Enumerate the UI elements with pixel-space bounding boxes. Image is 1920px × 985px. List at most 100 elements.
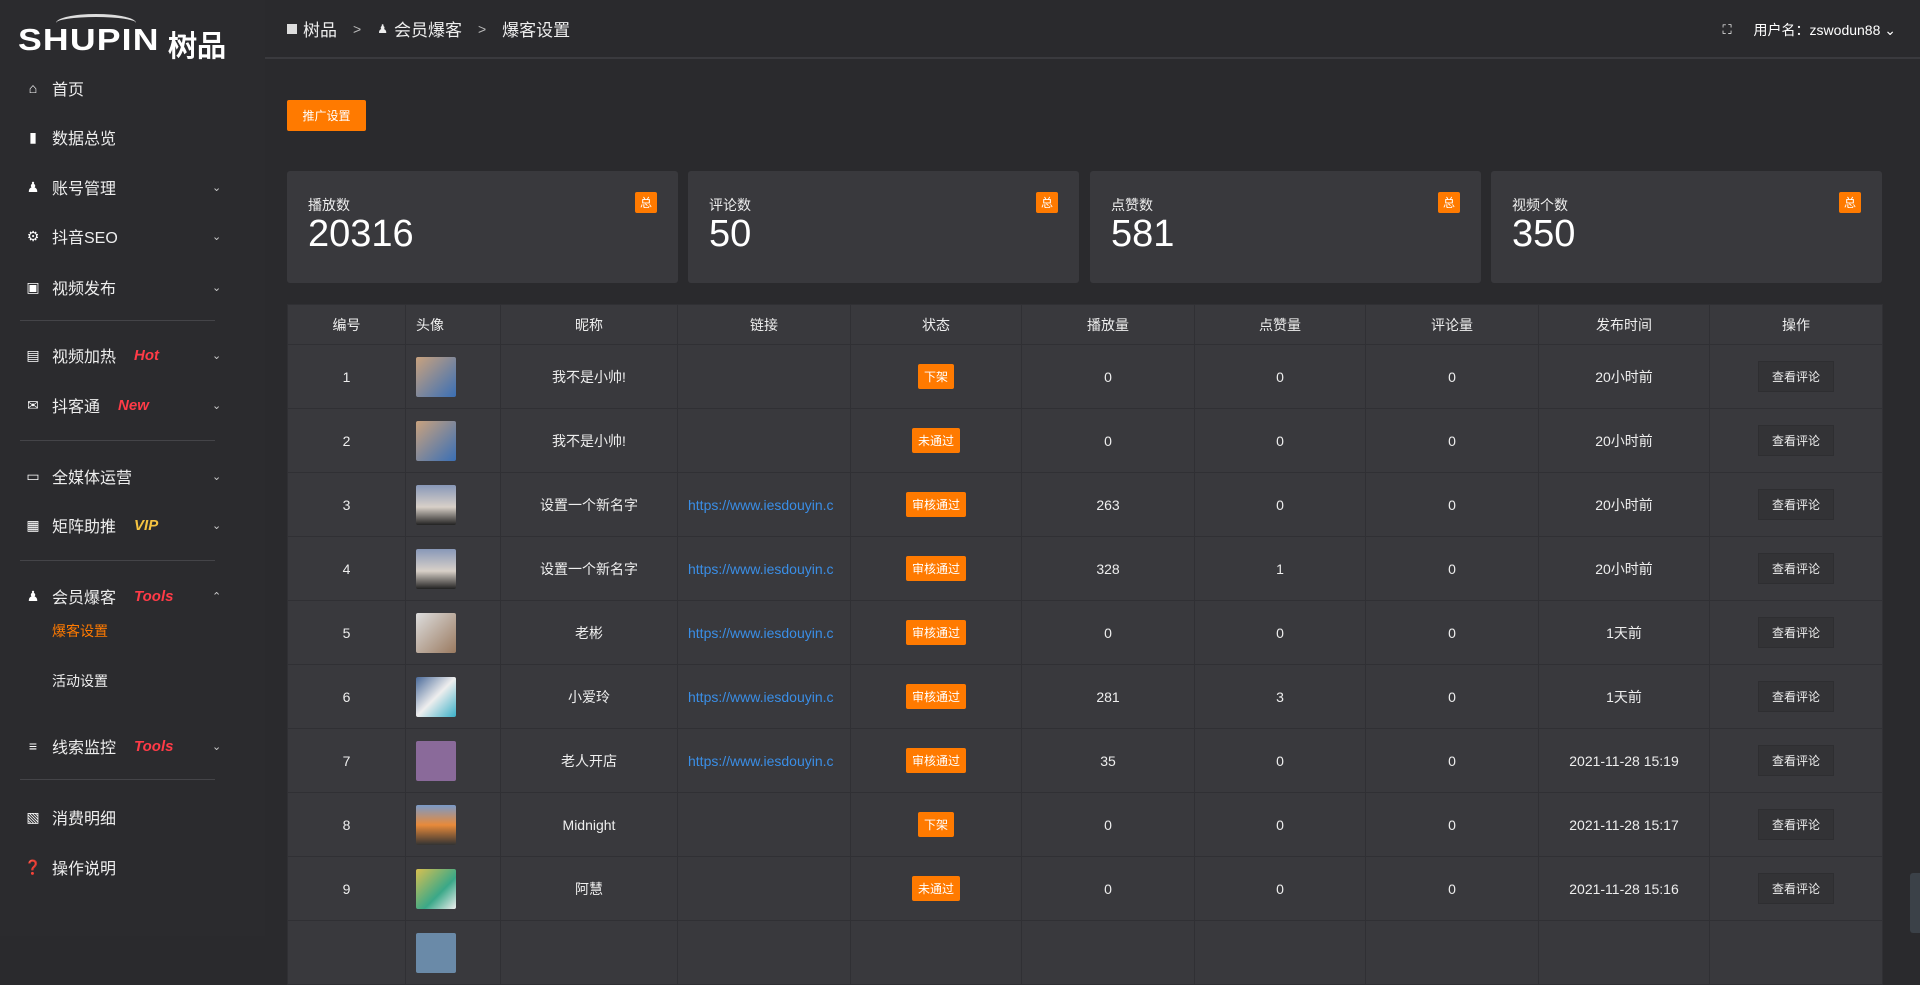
likes: 0	[1194, 344, 1366, 409]
user-icon: ♟	[26, 178, 40, 195]
row-id: 4	[287, 536, 406, 601]
avatar	[416, 484, 456, 525]
view-comments-button[interactable]: 查看评论	[1757, 745, 1834, 776]
table-row: 6 小爱玲 https://www.iesdouyin.c 审核通过 281 3…	[287, 664, 1883, 729]
sidebar-item-label: 视频加热	[52, 349, 117, 366]
video-link[interactable]: https://www.iesdouyin.c	[688, 496, 834, 513]
stat-label: 视频个数	[1512, 197, 1568, 213]
avatar	[416, 356, 456, 397]
view-comments-button[interactable]: 查看评论	[1757, 361, 1834, 392]
sidebar-item-tag: VIP	[134, 516, 159, 534]
comments: 0	[1365, 344, 1539, 409]
sidebar-item-label: 账号管理	[52, 181, 117, 198]
user-menu[interactable]: 用户名：zswodun88 ⌄	[1754, 20, 1896, 40]
view-comments-button[interactable]: 查看评论	[1757, 681, 1834, 712]
status-badge: 未通过	[911, 876, 960, 901]
chevron-down-icon: ⌄	[212, 740, 222, 753]
view-comments-button[interactable]: 查看评论	[1757, 617, 1834, 648]
sidebar-item-4[interactable]: ▣ 视频发布 ⌄	[0, 267, 265, 307]
sidebar-item-tag: Tools	[134, 737, 174, 755]
sidebar-item-5[interactable]: ▤ 视频加热 Hot ⌄	[0, 335, 265, 375]
stat-label: 播放数	[308, 197, 350, 213]
separator-icon: >	[477, 20, 487, 37]
view-comments-button[interactable]: 查看评论	[1757, 489, 1834, 520]
op-cell: 查看评论	[1709, 408, 1883, 473]
view-comments-button[interactable]: 查看评论	[1757, 873, 1834, 904]
avatar-cell	[405, 408, 501, 473]
avatar	[416, 868, 456, 909]
row-id: 6	[287, 664, 406, 729]
comments: 0	[1365, 600, 1539, 665]
floating-widget[interactable]	[1910, 873, 1920, 933]
sidebar-item-tag: Hot	[134, 346, 160, 364]
stat-card: 点赞数 581 总	[1090, 171, 1481, 283]
chevron-down-icon: ⌄	[212, 399, 222, 412]
row-id: 8	[287, 792, 406, 857]
sidebar-item-label: 消费明细	[52, 811, 117, 828]
chevron-down-icon: ⌄	[212, 181, 222, 194]
nickname: 我不是小帅!	[500, 408, 678, 473]
likes: 3	[1194, 664, 1366, 729]
receipt-icon: ▧	[26, 808, 40, 825]
view-comments-button[interactable]: 查看评论	[1757, 809, 1834, 840]
video-link[interactable]: https://www.iesdouyin.c	[688, 752, 834, 769]
logo[interactable]: SHUPIN 树品	[18, 14, 228, 63]
row-id: 9	[287, 856, 406, 921]
sidebar-item-9[interactable]: ♟ 会员爆客 Tools ⌃	[0, 576, 265, 616]
sidebar-item-2[interactable]: ♟ 账号管理 ⌄	[0, 167, 265, 207]
sidebar-item-label: 全媒体运营	[52, 470, 133, 487]
fullscreen-icon[interactable]: ⛶	[1722, 22, 1732, 37]
avatar-cell	[405, 344, 501, 409]
video-link[interactable]: https://www.iesdouyin.c	[688, 560, 834, 577]
status-badge: 审核通过	[905, 492, 966, 517]
sidebar-item-label: 抖客通	[52, 399, 101, 416]
status-badge: 审核通过	[905, 620, 966, 645]
likes: 0	[1194, 792, 1366, 857]
table-row: 9 阿慧 未通过 0 0 0 2021-11-28 15:16 查看评论	[287, 856, 1883, 921]
sliders-icon: ≡	[28, 738, 38, 754]
data-table: 编号 头像 昵称 链接 状态 播放量 点赞量 评论量 发布时间 操作 1 我不是小帅! 下架 0 …	[287, 304, 1883, 985]
op-cell: 查看评论	[1709, 600, 1883, 665]
video-link[interactable]: https://www.iesdouyin.c	[688, 688, 834, 705]
table-row: 3 设置一个新名字 https://www.iesdouyin.c 审核通过 2…	[287, 472, 1883, 537]
breadcrumb-section[interactable]: 会员爆客	[393, 21, 462, 40]
avatar	[416, 676, 456, 717]
likes: 0	[1194, 856, 1366, 921]
status-cell: 审核通过	[850, 600, 1022, 665]
sidebar-subitem-1[interactable]: 活动设置	[52, 673, 108, 689]
chevron-down-icon: ⌄	[212, 281, 222, 294]
sidebar-item-11[interactable]: ▧ 消费明细	[0, 797, 265, 837]
promo-settings-button[interactable]: 推广设置	[287, 100, 366, 131]
logo-arc	[56, 14, 136, 32]
divider	[20, 440, 215, 441]
sidebar-item-8[interactable]: ▦ 矩阵助推 VIP ⌄	[0, 505, 265, 545]
avatar-cell	[405, 536, 501, 601]
divider	[20, 560, 215, 561]
likes: 0	[1194, 600, 1366, 665]
column-header: 状态	[850, 304, 1022, 345]
sidebar-subitem-0[interactable]: 爆客设置	[52, 623, 108, 639]
sidebar-item-6[interactable]: ✉ 抖客通 New ⌄	[0, 385, 265, 425]
chevron-up-icon: ⌃	[212, 590, 222, 603]
view-comments-button[interactable]: 查看评论	[1757, 553, 1834, 584]
status-cell: 未通过	[850, 408, 1022, 473]
sidebar-item-7[interactable]: ▭ 全媒体运营 ⌄	[0, 456, 265, 496]
breadcrumb-home[interactable]: 树品	[303, 21, 337, 40]
avatar	[416, 804, 456, 845]
user-icon: ♟	[26, 587, 40, 604]
sidebar-item-label: 矩阵助推	[52, 519, 117, 536]
sidebar-item-1[interactable]: ▮ 数据总览	[0, 117, 265, 157]
username: 用户名：zswodun88	[1753, 22, 1881, 38]
video-link[interactable]: https://www.iesdouyin.c	[688, 624, 834, 641]
sidebar-item-label: 首页	[52, 82, 85, 99]
view-comments-button[interactable]: 查看评论	[1757, 425, 1834, 456]
sidebar-item-3[interactable]: ⚙ 抖音SEO ⌄	[0, 216, 265, 256]
plays: 35	[1021, 728, 1195, 793]
plays: 328	[1021, 536, 1195, 601]
sidebar-item-label: 数据总览	[52, 131, 117, 148]
row-id	[287, 920, 406, 985]
row-id: 1	[287, 344, 406, 409]
sidebar-item-0[interactable]: ⌂ 首页	[0, 68, 265, 108]
sidebar-item-10[interactable]: ≡ 线索监控 Tools ⌄	[0, 726, 265, 766]
sidebar-item-12[interactable]: ❓ 操作说明	[0, 847, 265, 887]
